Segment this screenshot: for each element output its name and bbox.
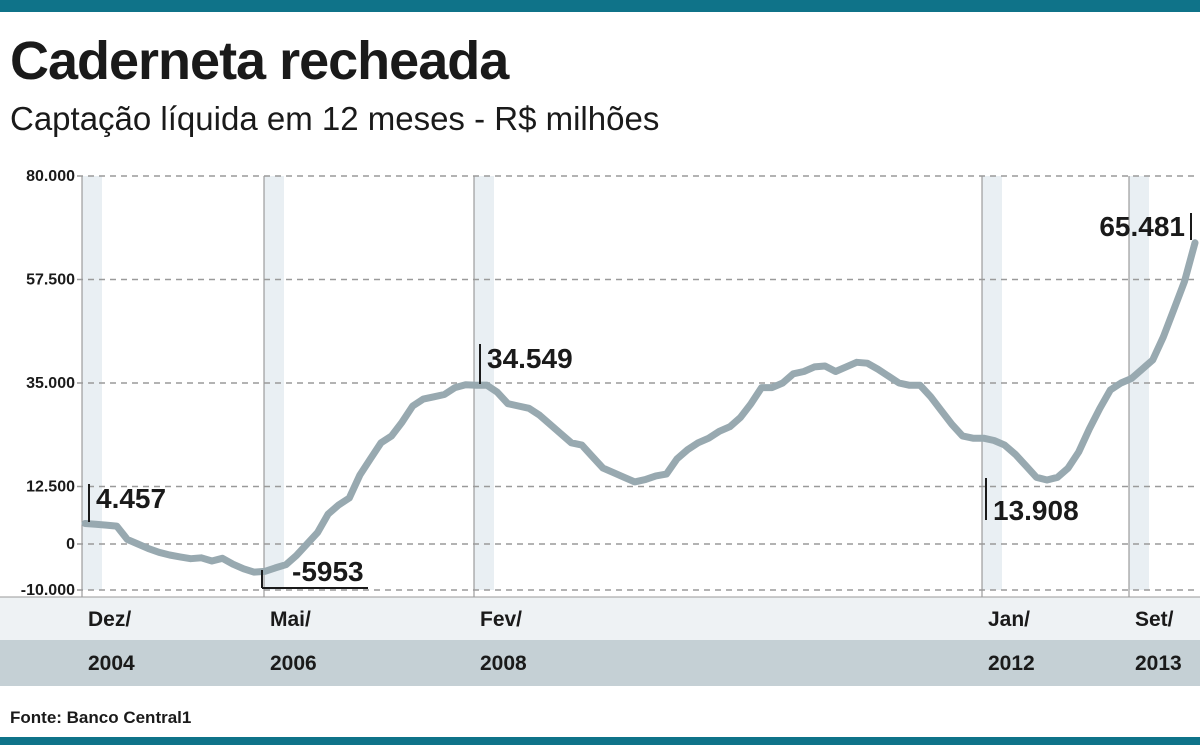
series-line — [81, 239, 1199, 576]
y-tick-label: 80.000 — [26, 168, 75, 185]
x-month-label: Set/ — [1135, 608, 1174, 631]
x-axis-rows — [0, 596, 1200, 686]
x-year-label: 2012 — [988, 652, 1035, 675]
x-month-label: Mai/ — [270, 608, 311, 631]
y-tick-label: 12.500 — [26, 479, 75, 496]
chart-title: Caderneta recheada — [10, 31, 509, 91]
top-accent-bar — [0, 0, 1200, 12]
x-year-label: 2006 — [270, 652, 317, 675]
x-year-label: 2013 — [1135, 652, 1182, 675]
annotation-label: 13.908 — [993, 495, 1079, 526]
series-path — [81, 239, 1199, 576]
month-row-bg — [0, 597, 1200, 640]
x-month-label: Fev/ — [480, 608, 522, 631]
y-tick-label: 57.500 — [26, 272, 75, 289]
y-axis-ticks: 80.000 57.500 35.000 12.500 0 -10.000 — [21, 168, 75, 599]
y-tick-label: -10.000 — [21, 582, 75, 599]
y-tick-label: 35.000 — [26, 375, 75, 392]
annotation-label: 4.457 — [96, 483, 166, 514]
x-year-label: 2008 — [480, 652, 527, 675]
chart-subtitle: Captação líquida em 12 meses - R$ milhõe… — [10, 100, 660, 137]
x-axis-labels: Dez/2004 Mai/2006 Fev/2008 Jan/2012 Set/2013 — [88, 608, 1182, 675]
x-month-label: Jan/ — [988, 608, 1030, 631]
annotation-label: -5953 — [292, 556, 364, 587]
year-row-bg — [0, 640, 1200, 686]
x-month-label: Dez/ — [88, 608, 131, 631]
bottom-accent-bar — [0, 737, 1200, 745]
y-tick-label: 0 — [66, 536, 75, 553]
annotation-label: 34.549 — [487, 343, 573, 374]
annotations: 4.457 -5953 34.549 13.908 65.481 — [88, 211, 1192, 589]
annotation-label: 65.481 — [1099, 211, 1185, 242]
source-note: Fonte: Banco Central1 — [10, 708, 192, 727]
x-year-label: 2004 — [88, 652, 135, 675]
